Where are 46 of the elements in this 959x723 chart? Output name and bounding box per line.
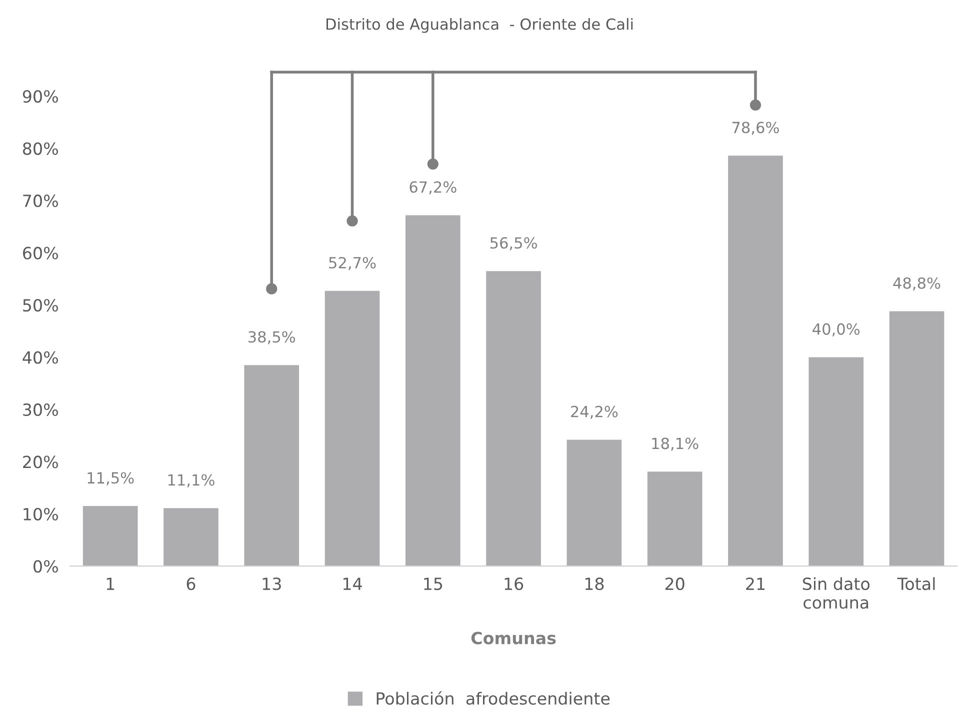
bar	[82, 506, 138, 566]
chart-title: Distrito de Aguablanca - Oriente de Cali	[326, 18, 633, 33]
x-tick-label: 16	[504, 578, 524, 590]
x-tick-label: 1	[106, 578, 114, 590]
data-label: 18,1%	[652, 438, 698, 451]
x-tick-label: 18	[585, 578, 604, 590]
y-tick-label: 30%	[23, 403, 58, 416]
y-tick-label: 90%	[22, 90, 58, 103]
y-tick-label: 10%	[24, 508, 58, 520]
bar	[244, 365, 300, 566]
y-tick-label: 0%	[34, 560, 58, 573]
x-tick-label: Sin dato comuna	[802, 577, 870, 609]
y-tick-label: 20%	[23, 456, 58, 468]
bar	[728, 156, 783, 566]
data-label: 67,2%	[410, 181, 456, 194]
x-tick-label: 6	[186, 578, 196, 590]
bar	[889, 311, 944, 566]
data-label: 48,8%	[893, 277, 940, 290]
data-label: 24,2%	[571, 406, 618, 419]
x-axis-title: Comunas	[471, 632, 556, 644]
y-tick-label: 60%	[23, 246, 58, 260]
bar	[405, 215, 460, 566]
bar	[324, 290, 380, 566]
bar	[486, 271, 541, 566]
x-tick-label: 14	[343, 578, 362, 590]
y-tick-label: 70%	[23, 194, 58, 208]
y-tick-label: 50%	[23, 298, 58, 312]
bar	[164, 508, 218, 566]
data-label: 78,6%	[732, 122, 779, 135]
x-tick-label: 15	[424, 578, 442, 590]
data-label: 11,1%	[168, 474, 214, 488]
y-tick-label: 40%	[22, 351, 58, 364]
bar	[808, 357, 864, 566]
x-tick-label: Total	[897, 577, 935, 590]
y-tick-label: 80%	[22, 142, 58, 155]
bar	[566, 440, 622, 566]
data-label: 38,5%	[248, 331, 296, 344]
x-tick-label: 20	[665, 578, 684, 590]
x-tick-label: 21	[746, 578, 765, 590]
legend-label: Población afrodescendiente	[376, 691, 610, 705]
bar	[647, 472, 702, 566]
data-label: 52,7%	[329, 256, 376, 270]
x-tick-label: 13	[262, 578, 281, 590]
data-label: 56,5%	[490, 237, 537, 250]
data-label: 40,0%	[812, 323, 860, 336]
data-label: 11,5%	[88, 472, 134, 486]
